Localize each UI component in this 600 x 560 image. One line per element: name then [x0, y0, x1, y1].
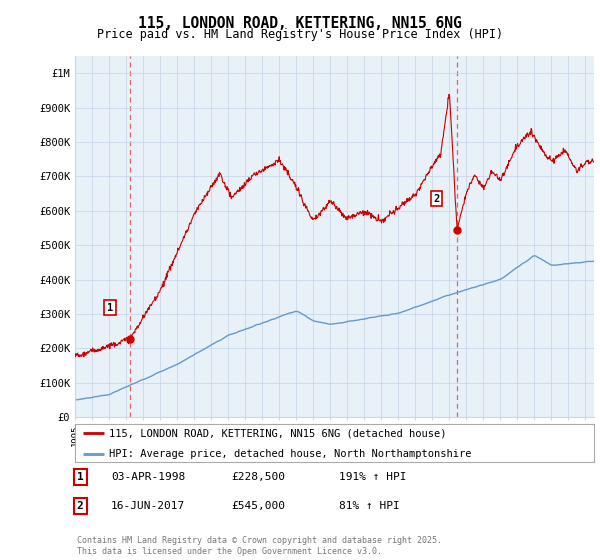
Text: Contains HM Land Registry data © Crown copyright and database right 2025.
This d: Contains HM Land Registry data © Crown c… — [77, 536, 442, 556]
Text: 16-JUN-2017: 16-JUN-2017 — [111, 501, 185, 511]
Text: 1: 1 — [107, 302, 113, 312]
Text: 1: 1 — [77, 472, 83, 482]
Text: 191% ↑ HPI: 191% ↑ HPI — [339, 472, 407, 482]
Text: Price paid vs. HM Land Registry's House Price Index (HPI): Price paid vs. HM Land Registry's House … — [97, 28, 503, 41]
Text: 81% ↑ HPI: 81% ↑ HPI — [339, 501, 400, 511]
Text: 115, LONDON ROAD, KETTERING, NN15 6NG (detached house): 115, LONDON ROAD, KETTERING, NN15 6NG (d… — [109, 428, 446, 438]
Text: HPI: Average price, detached house, North Northamptonshire: HPI: Average price, detached house, Nort… — [109, 449, 471, 459]
Text: £545,000: £545,000 — [231, 501, 285, 511]
Text: 03-APR-1998: 03-APR-1998 — [111, 472, 185, 482]
Text: 2: 2 — [77, 501, 83, 511]
Text: 2: 2 — [433, 194, 440, 204]
Text: £228,500: £228,500 — [231, 472, 285, 482]
Text: 115, LONDON ROAD, KETTERING, NN15 6NG: 115, LONDON ROAD, KETTERING, NN15 6NG — [138, 16, 462, 31]
